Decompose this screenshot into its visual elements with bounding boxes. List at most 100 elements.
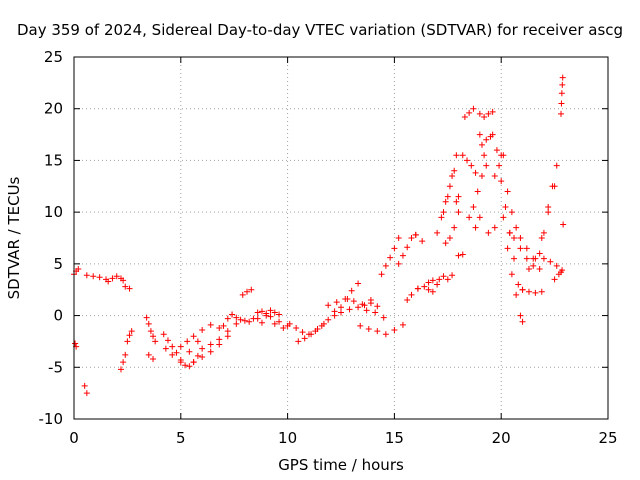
- data-point: [525, 266, 532, 273]
- data-point: [455, 252, 462, 259]
- data-point: [444, 193, 451, 200]
- data-point: [459, 251, 466, 258]
- x-tick-label: 10: [278, 429, 297, 447]
- data-point: [344, 296, 351, 303]
- data-point: [75, 266, 82, 273]
- data-point: [408, 235, 415, 241]
- data-point: [224, 328, 231, 335]
- grid-lines: [74, 57, 608, 419]
- data-point: [395, 260, 402, 267]
- data-point: [207, 341, 214, 348]
- data-point: [254, 309, 261, 316]
- data-point: [472, 224, 479, 231]
- data-point: [412, 231, 419, 238]
- data-point: [438, 214, 445, 221]
- data-point: [357, 322, 364, 329]
- data-point: [248, 286, 255, 293]
- data-point: [481, 152, 488, 159]
- data-point: [476, 131, 483, 138]
- data-point: [216, 336, 223, 343]
- data-point: [271, 320, 278, 327]
- data-point: [442, 198, 449, 205]
- data-point: [194, 352, 201, 359]
- data-point: [120, 277, 127, 284]
- tick-labels: 0 5 10 15 20 25 -10 -5 0 5 10 15 20 25: [39, 48, 618, 447]
- data-point: [229, 311, 236, 318]
- data-point: [382, 262, 389, 269]
- data-point: [241, 317, 248, 324]
- y-tick-label: -5: [48, 358, 63, 376]
- data-point: [466, 109, 473, 116]
- data-point: [194, 338, 201, 345]
- data-point: [508, 209, 515, 216]
- data-point: [434, 229, 441, 236]
- data-point: [517, 245, 524, 252]
- data-point: [224, 333, 231, 340]
- y-tick-label: 15: [44, 151, 63, 169]
- data-point: [472, 169, 479, 176]
- x-tick-label: 25: [598, 429, 617, 447]
- data-point: [461, 113, 468, 120]
- data-point: [83, 272, 90, 279]
- data-point: [267, 307, 274, 314]
- x-tick-label: 15: [385, 429, 404, 447]
- data-point: [333, 299, 340, 306]
- data-point: [244, 288, 251, 295]
- data-point: [468, 162, 475, 169]
- data-point: [299, 329, 306, 336]
- data-point: [491, 172, 498, 179]
- data-point: [267, 313, 274, 320]
- data-point: [128, 328, 135, 335]
- data-point: [440, 273, 447, 280]
- data-point: [421, 283, 428, 290]
- data-point: [173, 349, 180, 356]
- data-point: [365, 326, 372, 333]
- data-point: [378, 271, 385, 278]
- data-point: [184, 338, 191, 345]
- data-point: [162, 345, 169, 352]
- data-point: [147, 328, 154, 335]
- data-point: [150, 356, 157, 363]
- y-tick-label: -10: [39, 410, 64, 428]
- data-point: [348, 287, 355, 294]
- data-point: [540, 255, 547, 262]
- data-point: [239, 291, 246, 298]
- data-point: [169, 343, 176, 350]
- data-point: [485, 229, 492, 236]
- data-point: [271, 309, 278, 316]
- data-point: [150, 333, 157, 340]
- data-point: [124, 338, 131, 345]
- data-point: [500, 214, 507, 221]
- data-point: [122, 351, 129, 358]
- data-point: [182, 362, 189, 369]
- data-point: [517, 235, 524, 241]
- data-point: [464, 157, 471, 164]
- data-point: [519, 318, 526, 325]
- data-point: [143, 314, 150, 321]
- data-point: [355, 304, 362, 311]
- data-point: [498, 178, 505, 185]
- data-point: [466, 214, 473, 221]
- y-tick-label: 20: [44, 100, 63, 118]
- data-point: [325, 302, 332, 309]
- data-point: [246, 318, 253, 325]
- data-point: [190, 359, 197, 366]
- data-point: [449, 272, 456, 279]
- data-point: [350, 298, 357, 305]
- data-point: [286, 320, 293, 327]
- data-point: [81, 382, 88, 389]
- data-point: [372, 309, 379, 316]
- data-point: [263, 310, 270, 317]
- data-point: [540, 229, 547, 236]
- data-point: [440, 209, 447, 216]
- data-point: [320, 320, 327, 327]
- data-point: [224, 315, 231, 322]
- data-point: [500, 152, 507, 159]
- data-point: [338, 309, 344, 316]
- data-point: [446, 183, 453, 190]
- data-point: [511, 255, 518, 262]
- data-point: [451, 224, 458, 231]
- data-point: [237, 316, 244, 323]
- data-point: [216, 324, 223, 331]
- data-point: [408, 291, 415, 298]
